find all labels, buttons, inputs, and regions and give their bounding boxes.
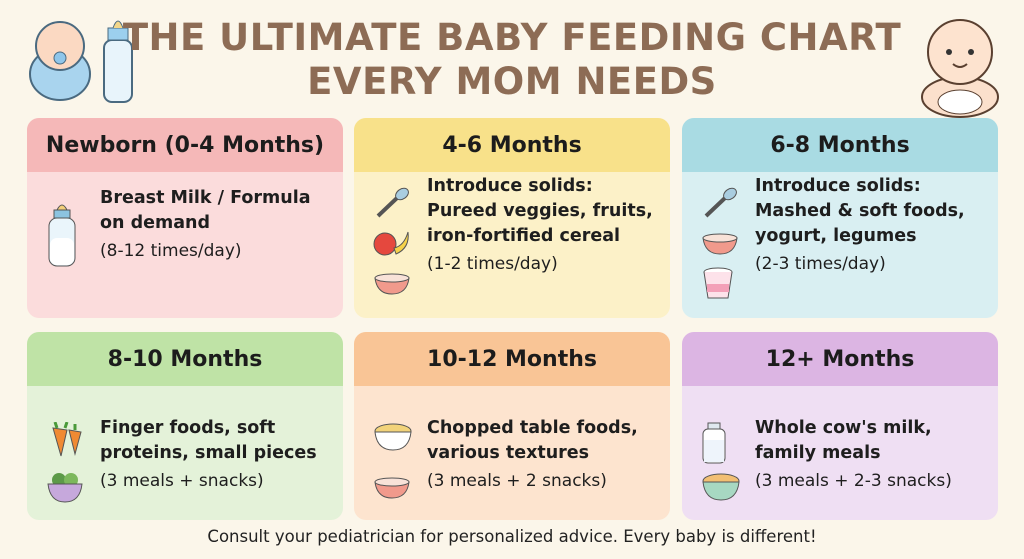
- card-text-line: family meals: [755, 443, 881, 463]
- card-frequency-note: (3 meals + 2-3 snacks): [755, 471, 952, 491]
- carrot-icon: [45, 421, 85, 462]
- feeding-stage-card: 12+ Months Whole cow's milk, family meals (…: [682, 332, 998, 520]
- card-text-line: various textures: [427, 443, 590, 463]
- card-text-line: yogurt, legumes: [755, 226, 917, 246]
- spoon-icon: [372, 186, 412, 224]
- card-heading: 6-8 Months: [682, 118, 998, 172]
- card-text-line: on demand: [100, 213, 210, 233]
- footer-disclaimer: Consult your pediatrician for personaliz…: [207, 527, 817, 546]
- card-text-line: Introduce solids:: [755, 176, 921, 196]
- card-heading: 8-10 Months: [27, 332, 343, 386]
- feeding-stage-card: 10-12 Months Chopped table foods, various …: [354, 332, 670, 520]
- card-text-line: Finger foods, soft: [100, 418, 276, 438]
- cereal-bowl-icon: [700, 470, 742, 506]
- feeding-stage-card: 6-8 Months Introduce solids: Mashed & soft…: [682, 118, 998, 318]
- card-frequency-note: (1-2 times/day): [427, 254, 558, 274]
- swaddled-baby-icon: [29, 20, 133, 103]
- card-text-line: Chopped table foods,: [427, 418, 638, 438]
- bowl-icon: [372, 470, 412, 504]
- sitting-baby-icon: [921, 19, 999, 118]
- card-frequency-note: (3 meals + snacks): [100, 471, 264, 491]
- card-text-line: Pureed veggies, fruits,: [427, 201, 653, 221]
- title-line-1: THE ULTIMATE BABY FEEDING CHART: [122, 16, 902, 59]
- card-heading: Newborn (0-4 Months): [27, 118, 343, 172]
- card-heading: 12+ Months: [682, 332, 998, 386]
- card-frequency-note: (2-3 times/day): [755, 254, 886, 274]
- feeding-stage-card: Newborn (0-4 Months) Breast Milk / Formul…: [27, 118, 343, 318]
- card-text-line: Introduce solids:: [427, 176, 593, 196]
- yogurt-icon: [700, 266, 736, 306]
- apple-banana-icon: [372, 226, 412, 262]
- card-text-line: proteins, small pieces: [100, 443, 317, 463]
- bowl-icon: [372, 266, 412, 300]
- milk-bottle-icon: [700, 422, 728, 468]
- card-heading: 4-6 Months: [354, 118, 670, 172]
- card-text-line: Breast Milk / Formula: [100, 188, 311, 208]
- card-text-line: Whole cow's milk,: [755, 418, 932, 438]
- spoon-icon: [700, 186, 740, 224]
- card-frequency-note: (8-12 times/day): [100, 241, 242, 261]
- bowl-icon: [700, 226, 740, 260]
- veggie-bowl-icon: [45, 470, 85, 508]
- feeding-stage-card: 4-6 Months Introduce solids: Pureed veggie…: [354, 118, 670, 318]
- feeding-stage-card: 8-10 Months Finger foods, soft proteins, s…: [27, 332, 343, 520]
- card-frequency-note: (3 meals + 2 snacks): [427, 471, 607, 491]
- card-text-line: Mashed & soft foods,: [755, 201, 965, 221]
- baby-bottle-icon: [45, 200, 79, 274]
- card-heading: 10-12 Months: [354, 332, 670, 386]
- title-line-2: EVERY MOM NEEDS: [307, 60, 717, 103]
- food-bowl-icon: [372, 422, 414, 456]
- card-text-line: iron-fortified cereal: [427, 226, 621, 246]
